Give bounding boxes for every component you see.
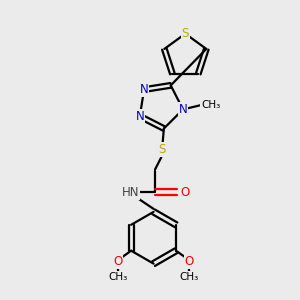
- Text: N: N: [136, 110, 144, 123]
- Text: HN: HN: [122, 186, 139, 199]
- Text: CH₃: CH₃: [108, 272, 128, 282]
- Text: N: N: [178, 103, 188, 116]
- Text: O: O: [185, 255, 194, 268]
- Text: S: S: [182, 27, 189, 40]
- Text: CH₃: CH₃: [180, 272, 199, 282]
- Text: N: N: [140, 83, 148, 96]
- Text: S: S: [159, 143, 166, 156]
- Text: CH₃: CH₃: [201, 100, 220, 110]
- Text: O: O: [181, 186, 190, 199]
- Text: O: O: [113, 255, 122, 268]
